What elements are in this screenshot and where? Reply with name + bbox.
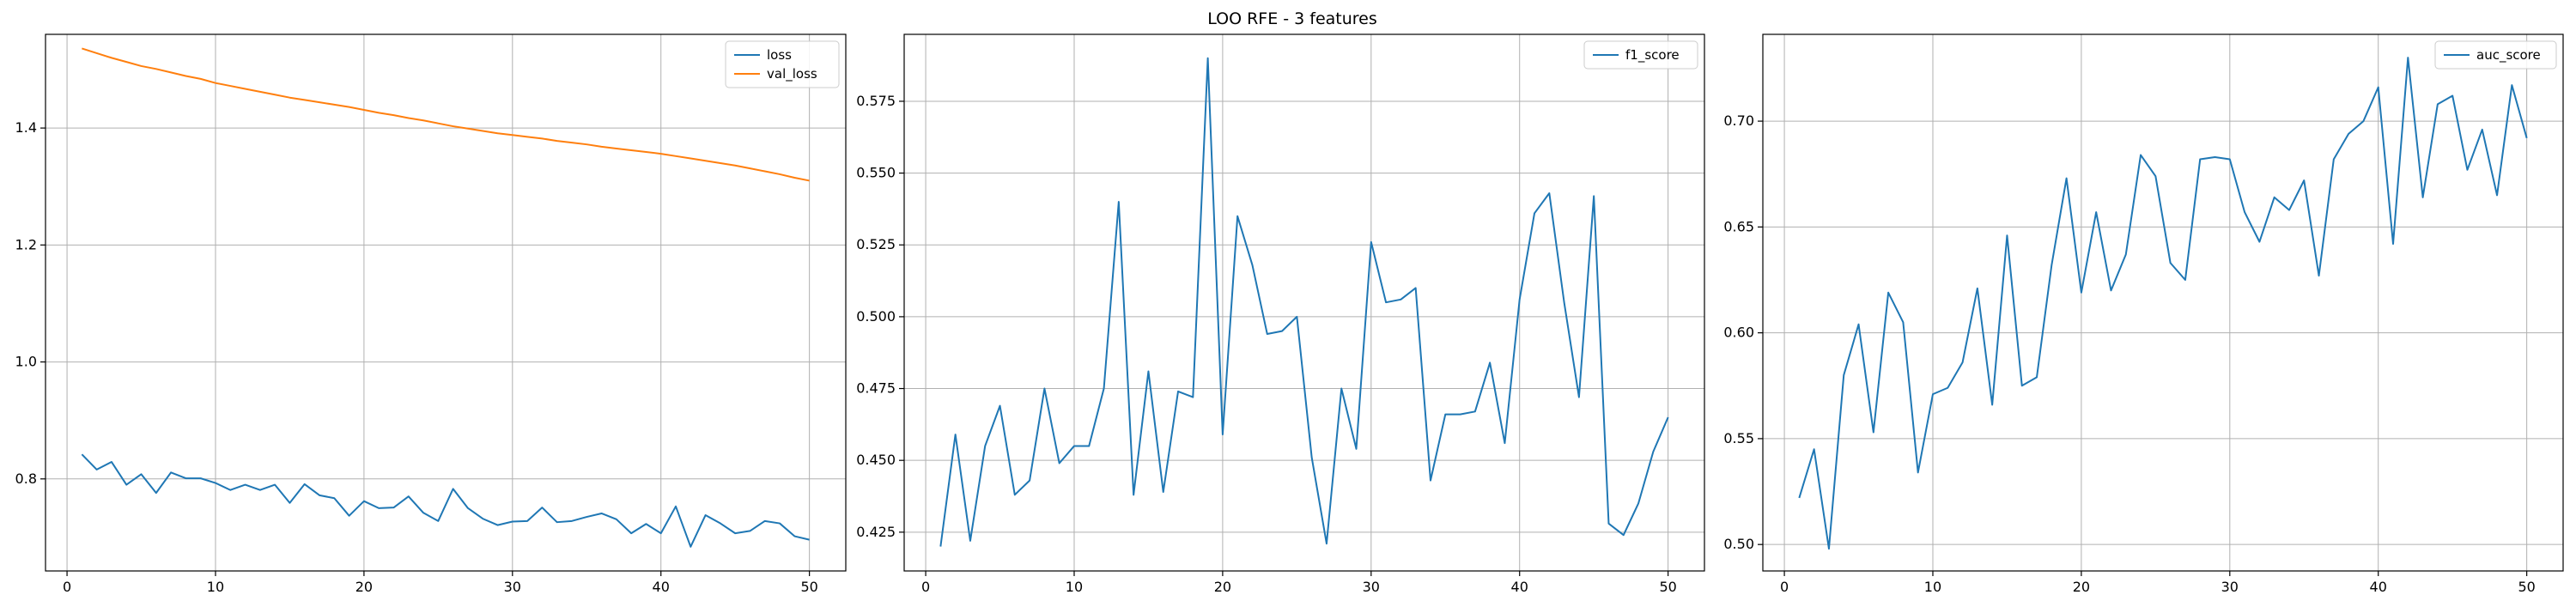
y-tick-label: 0.70	[1723, 112, 1754, 129]
y-tick-label: 1.0	[15, 354, 37, 370]
figure-suptitle: LOO RFE - 3 features	[1207, 9, 1377, 28]
legend-label-val-loss: val_loss	[767, 66, 817, 82]
subplot-3: 0 10 20 30 40 50 0.50 0.55 0.60 0.65 0.70 auc_score	[1723, 33, 2564, 595]
y-tick-label: 0.425	[856, 524, 896, 540]
legend-box	[2434, 40, 2557, 70]
x-tick-label: 20	[2073, 579, 2090, 595]
y-tick-label: 0.60	[1723, 325, 1754, 341]
x-tick-label: 50	[2518, 579, 2535, 595]
y-tick-label: 0.450	[856, 452, 896, 468]
x-tick-label: 30	[2221, 579, 2239, 595]
series-line-loss	[81, 453, 810, 548]
legend-box	[1583, 40, 1698, 70]
x-tick-label: 40	[1511, 579, 1528, 595]
y-tick-label: 0.550	[856, 165, 896, 181]
legend-label-auc-score: auc_score	[2476, 47, 2541, 64]
x-tick-label: 20	[355, 579, 373, 595]
axes-frame	[903, 33, 1705, 572]
y-tick-label: 0.65	[1723, 218, 1754, 234]
x-tick-label: 20	[1214, 579, 1231, 595]
x-tick-label: 40	[653, 579, 670, 595]
x-tick-label: 0	[1780, 579, 1789, 595]
x-tick-label: 50	[800, 579, 817, 595]
subplot-2: 0 10 20 30 40 50 0.425 0.450 0.475 0.500 0.525 0.55…	[856, 33, 1705, 595]
series-line-f1-score	[939, 57, 1669, 547]
x-tick-label: 0	[921, 579, 930, 595]
axes-frame	[45, 33, 847, 572]
y-tick-label: 0.575	[856, 93, 896, 109]
series-line-val-loss	[82, 47, 810, 182]
y-tick-label: 1.2	[15, 236, 37, 252]
x-tick-label: 10	[207, 579, 224, 595]
legend-box	[725, 40, 840, 88]
x-tick-label: 0	[63, 579, 71, 595]
y-tick-label: 0.525	[856, 236, 896, 252]
x-tick-label: 40	[2370, 579, 2387, 595]
y-tick-label: 0.8	[15, 470, 37, 487]
y-tick-label: 1.4	[15, 119, 37, 136]
x-tick-label: 50	[1659, 579, 1676, 595]
legend-label-loss: loss	[767, 47, 792, 63]
x-tick-label: 10	[1066, 579, 1083, 595]
subplots: 0 10 20 30 40 50 0.8 1.0 1.2 1.4 loss val_loss 0 10 20…	[15, 33, 2564, 595]
y-tick-label: 0.475	[856, 380, 896, 397]
legend: f1_score	[1583, 40, 1698, 70]
subplot-1: 0 10 20 30 40 50 0.8 1.0 1.2 1.4 loss val_loss	[15, 33, 847, 595]
series-line-auc-score	[1798, 57, 2528, 550]
legend-label-f1-score: f1_score	[1625, 47, 1680, 64]
axes-frame	[1762, 33, 2564, 572]
legend: auc_score	[2434, 40, 2557, 70]
x-tick-label: 10	[1924, 579, 1941, 595]
y-tick-label: 0.500	[856, 308, 896, 325]
y-tick-label: 0.50	[1723, 536, 1754, 552]
x-tick-label: 30	[504, 579, 521, 595]
x-tick-label: 30	[1363, 579, 1380, 595]
legend: loss val_loss	[725, 40, 840, 88]
y-tick-label: 0.55	[1723, 430, 1754, 446]
